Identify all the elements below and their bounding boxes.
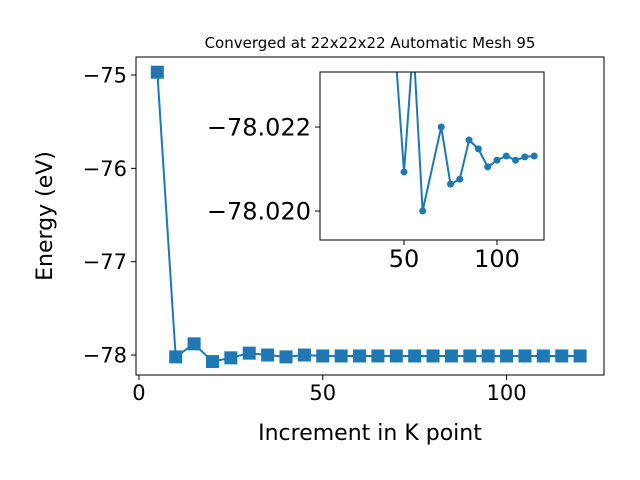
- y-tick-label: −77: [83, 250, 127, 274]
- y-tick-label: −78.020: [207, 198, 311, 226]
- inset-plot: [395, 72, 538, 215]
- marker: [484, 163, 492, 171]
- marker: [536, 349, 550, 363]
- marker: [502, 152, 510, 160]
- marker: [446, 180, 454, 188]
- main-axes-frame: [135, 56, 605, 376]
- x-tick-label: 50: [309, 381, 336, 405]
- x-tick-label: 100: [474, 245, 520, 273]
- marker: [426, 349, 440, 363]
- x-tick-label: 50: [389, 245, 420, 273]
- x-tick-label: 0: [132, 381, 145, 405]
- marker: [279, 350, 293, 364]
- marker: [224, 351, 238, 365]
- main-plot: [150, 65, 587, 369]
- marker: [408, 349, 422, 363]
- y-tick-label: −76: [83, 157, 127, 181]
- y-tick-label: −75: [83, 64, 127, 88]
- main-ticks: 0 50 100 −78 −77 −76 −75: [83, 64, 527, 405]
- marker: [518, 349, 532, 363]
- marker: [463, 349, 477, 363]
- inset-axes-bg: [320, 72, 544, 240]
- inset-ticks: 50 100 −78.020 −78.022: [207, 114, 520, 274]
- marker: [500, 349, 514, 363]
- marker: [521, 153, 529, 161]
- y-tick-label: −78: [83, 344, 127, 368]
- marker: [573, 349, 587, 363]
- marker: [353, 349, 367, 363]
- marker: [261, 348, 275, 362]
- marker: [297, 348, 311, 362]
- marker: [316, 349, 330, 363]
- marker: [169, 350, 183, 364]
- marker: [530, 152, 538, 160]
- marker: [150, 65, 164, 79]
- marker: [555, 349, 569, 363]
- marker: [400, 168, 408, 176]
- y-axis-label: Energy (eV): [33, 151, 58, 281]
- marker: [187, 337, 201, 351]
- marker: [481, 349, 495, 363]
- x-tick-label: 100: [487, 381, 527, 405]
- chart-title: Converged at 22x22x22 Automatic Mesh 95: [205, 34, 536, 52]
- marker: [493, 156, 501, 164]
- marker: [205, 355, 219, 369]
- x-axis-label: Increment in K point: [258, 421, 482, 446]
- marker: [456, 175, 464, 183]
- marker: [474, 145, 482, 153]
- marker: [371, 349, 385, 363]
- marker: [334, 349, 348, 363]
- marker: [419, 207, 427, 215]
- marker: [242, 346, 256, 360]
- marker: [437, 123, 445, 131]
- inset-axes-frame: [319, 71, 545, 241]
- marker: [512, 156, 520, 164]
- y-tick-label: −78.022: [207, 114, 311, 142]
- marker: [465, 136, 473, 144]
- marker: [389, 349, 403, 363]
- marker: [444, 349, 458, 363]
